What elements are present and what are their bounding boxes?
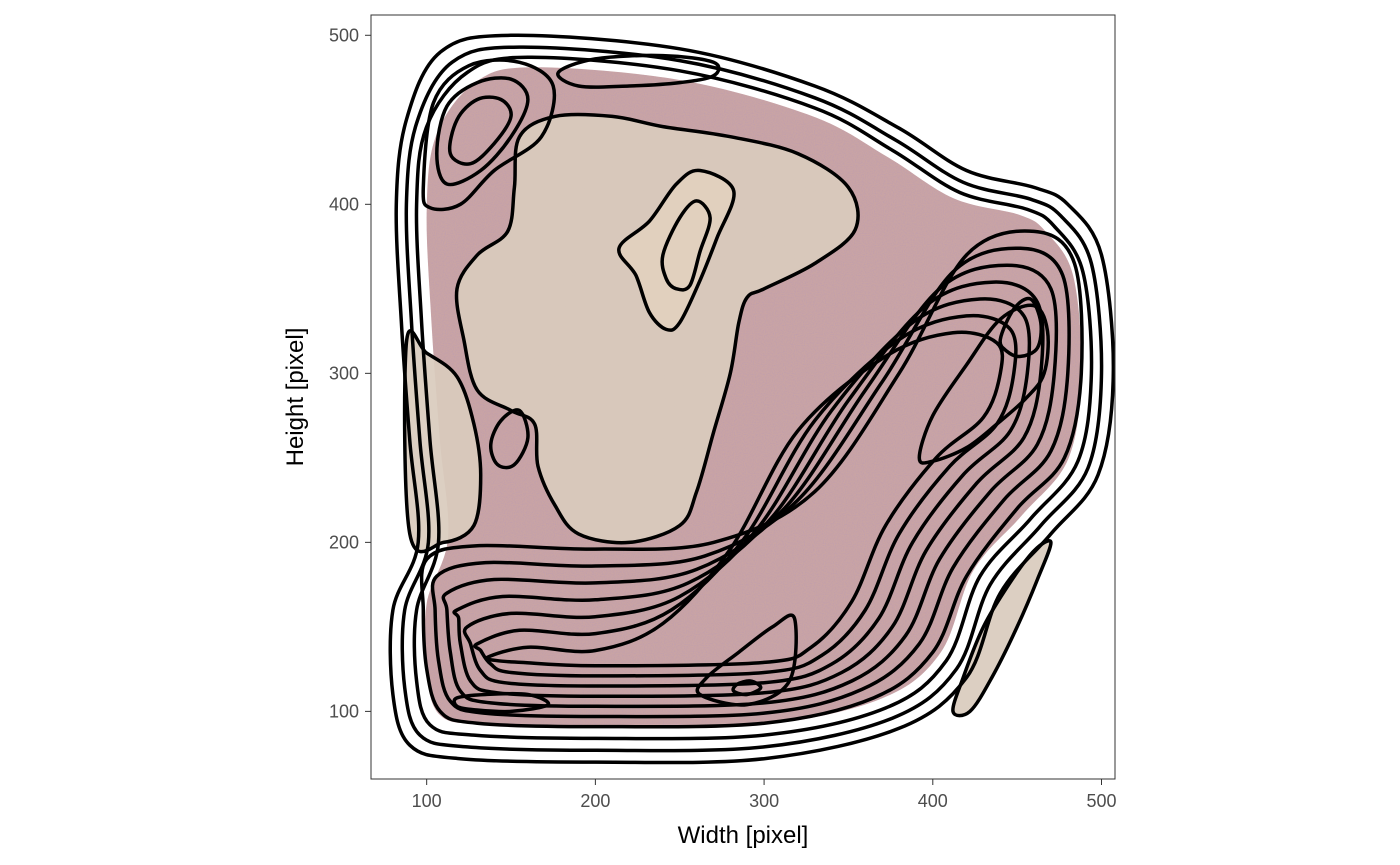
contour-line-hole-center-small-inner [660,199,712,292]
y-axis-title: Height [pixel] [282,328,309,467]
contour-line-inner-bottom-left [452,691,551,714]
contour-line-inner-bottom-mid [695,613,798,707]
contour-line-hole-top-left-core [447,95,513,166]
contour-line-hole-right-bottom [951,538,1053,718]
x-axis: 100 200 300 400 500 [412,779,1117,811]
contour-line-hole-top-strip [556,53,721,89]
contour-line-hole-top-left-outer [421,58,557,212]
y-axis: 100 200 300 400 500 [329,25,371,721]
x-tick-label: 400 [918,791,948,811]
tissue-light-region [952,540,1051,716]
contour-line-inner-right [917,303,1050,465]
panel-border [370,14,1116,780]
y-tick-label: 500 [329,25,359,45]
tissue-light-region [456,114,859,543]
y-tick-label: 100 [329,701,359,721]
x-tick-label: 300 [749,791,779,811]
contour-line-inner-right-core [998,296,1043,359]
y-tick-label: 200 [329,532,359,552]
contour-line-hole-top-left-inner [435,76,530,187]
contour-line-inner-bottom-mid-core [731,679,763,697]
contour-line-ridge-7 [484,330,1005,668]
tissue-image [404,67,1082,729]
density-contours [388,33,1115,765]
x-tick-label: 200 [580,791,610,811]
x-axis-title: Width [pixel] [678,822,809,849]
x-tick-label: 100 [412,791,442,811]
contour-line-outer-1 [388,33,1115,765]
contour-line-ridge-5 [462,297,1032,688]
x-tick-label: 500 [1086,791,1116,811]
contour-line-hole-center-small [617,168,736,332]
y-tick-label: 300 [329,363,359,383]
contour-line-hole-center-big [454,112,860,545]
y-tick-label: 400 [329,194,359,214]
contour-line-hole-left-side [402,329,483,554]
contour-line-outer-2 [400,45,1104,753]
tissue-cream-region [618,170,735,331]
contour-line-outer-3 [412,55,1094,741]
contour-line-hole-left-small [489,408,530,470]
